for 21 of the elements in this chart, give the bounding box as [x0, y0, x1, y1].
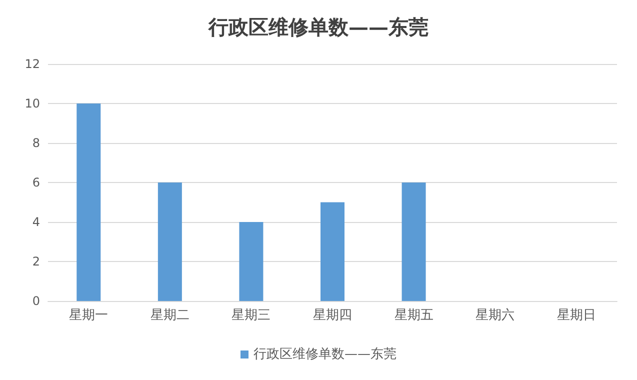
y-tick-label: 10 [24, 96, 40, 110]
bar [320, 202, 344, 301]
bar [402, 182, 426, 301]
y-tick-label: 0 [32, 294, 40, 308]
bar [76, 104, 101, 301]
x-tick-label: 星期二 [150, 308, 190, 323]
x-tick-label: 星期四 [313, 308, 352, 323]
bar [158, 182, 182, 301]
y-tick-label: 8 [32, 136, 40, 150]
legend-label: 行政区维修单数——东莞 [254, 347, 396, 362]
y-tick-label: 12 [24, 57, 40, 71]
x-tick-label: 星期日 [556, 308, 596, 323]
x-tick-label: 星期三 [232, 308, 271, 323]
y-tick-label: 4 [32, 215, 40, 229]
x-tick-label: 星期一 [69, 308, 108, 323]
chart-title: 行政区维修单数——东莞 [208, 15, 428, 39]
y-tick-label: 2 [32, 254, 40, 268]
y-tick-label: 6 [32, 176, 40, 190]
x-tick-label: 星期五 [394, 308, 434, 323]
x-tick-label: 星期六 [476, 308, 515, 323]
bar [239, 222, 264, 301]
